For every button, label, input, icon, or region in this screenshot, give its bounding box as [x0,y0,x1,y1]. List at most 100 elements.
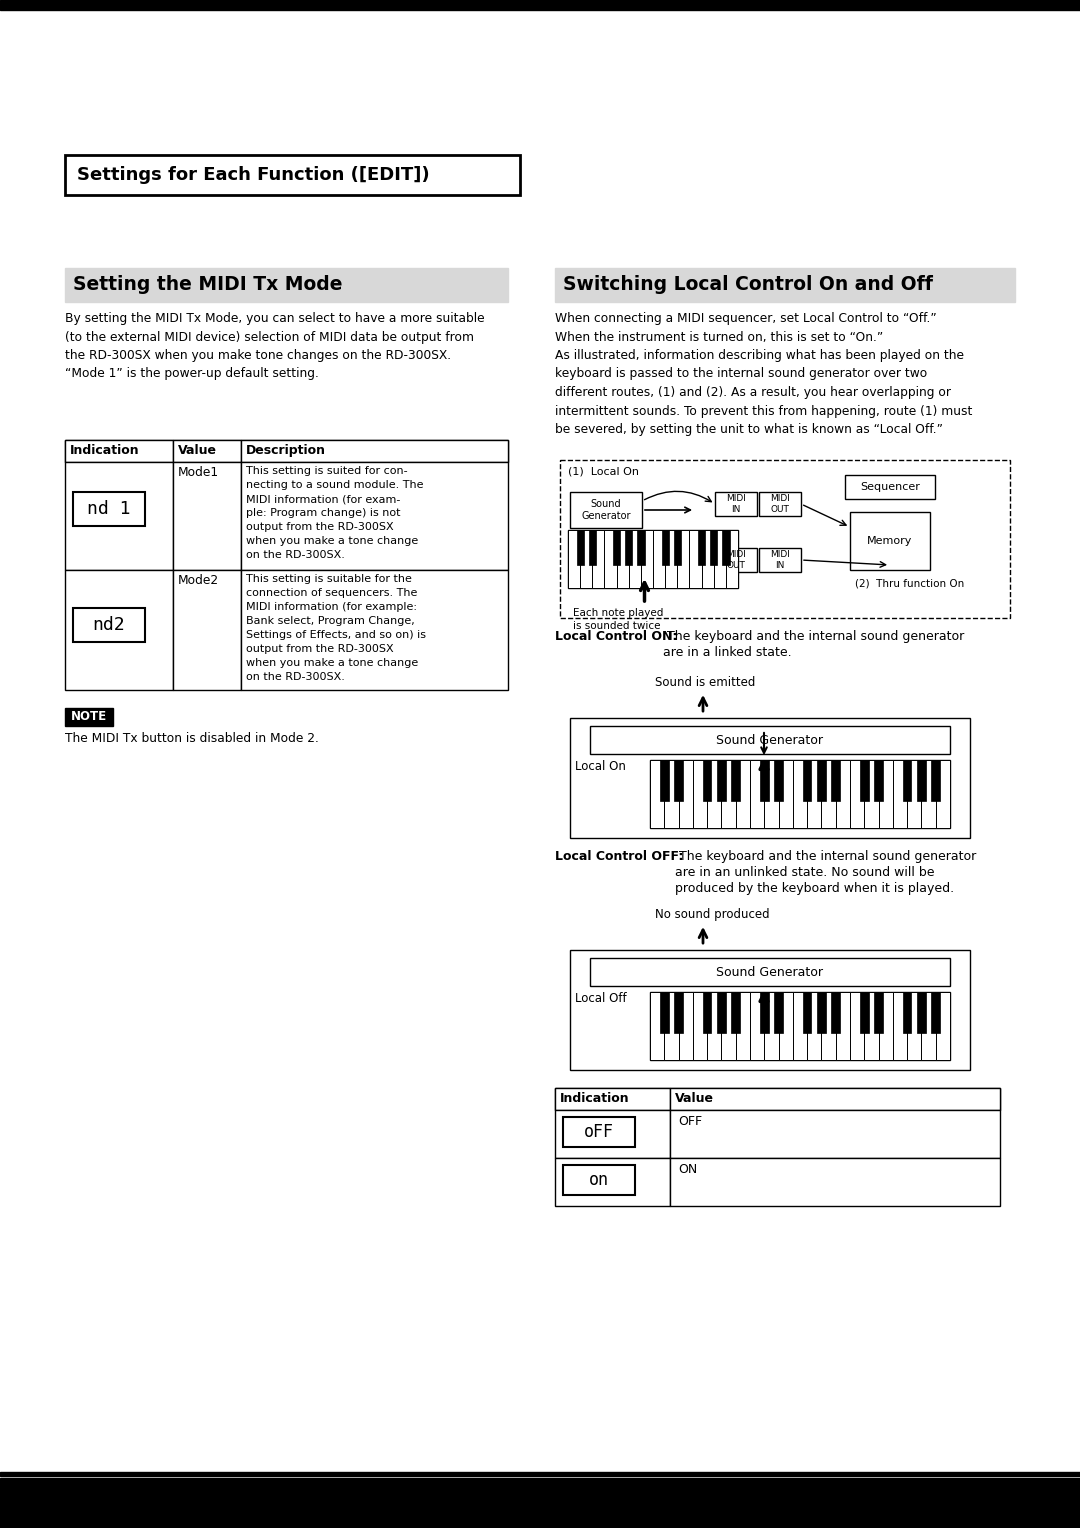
Bar [241,440,508,461]
Bar [707,992,721,1060]
Bar [241,461,508,570]
Bar [570,718,970,837]
Bar [702,530,714,588]
Bar [807,992,822,1060]
Bar [660,992,669,1033]
Bar [802,759,811,801]
Bar [689,530,702,588]
Text: No sound produced: No sound produced [654,908,770,921]
Bar [822,759,836,828]
Text: Sound
Generator: Sound Generator [581,498,631,521]
Bar [570,950,970,1070]
Bar [836,992,850,1060]
Bar [629,530,640,588]
Bar [779,992,793,1060]
Text: Mode1: Mode1 [178,466,219,478]
Bar [555,267,1015,303]
Bar [605,530,617,588]
Bar [589,530,596,565]
Bar [173,461,241,570]
Bar [793,992,807,1060]
Text: Memory: Memory [867,536,913,545]
Bar [568,530,580,588]
Bar [935,992,950,1060]
Text: oFF: oFF [584,1123,615,1141]
Bar [613,530,620,565]
Bar [802,992,811,1033]
Text: Local On: Local On [575,759,626,773]
Bar [864,759,878,828]
Bar [650,992,664,1060]
Bar [674,992,683,1033]
Text: ON: ON [678,1163,698,1177]
Bar [650,759,664,828]
Bar [693,992,707,1060]
Text: Sound Generator: Sound Generator [716,733,824,747]
Text: Sound is emitted: Sound is emitted [654,675,755,689]
Bar [935,759,950,828]
Bar [592,530,605,588]
Bar [670,1109,1000,1158]
Bar [850,992,864,1060]
Text: MIDI
OUT: MIDI OUT [726,550,746,570]
Bar [570,492,642,529]
Text: When connecting a MIDI sequencer, set Local Control to “Off.”
When the instrumen: When connecting a MIDI sequencer, set Lo… [555,312,972,435]
Bar [664,992,678,1060]
Bar [832,992,840,1033]
Bar [893,992,907,1060]
Text: produced by the keyboard when it is played.: produced by the keyboard when it is play… [675,882,954,895]
Bar [670,1158,1000,1206]
Text: Switching Local Control On and Off: Switching Local Control On and Off [563,275,933,295]
Bar [850,512,930,570]
Text: (2)  Thru function On: (2) Thru function On [855,578,964,588]
Bar [617,530,629,588]
Bar [664,759,678,828]
Bar [577,530,584,565]
Bar [670,1088,1000,1109]
Bar [561,460,1010,617]
Text: Local Control ON:: Local Control ON: [555,630,677,643]
Bar [721,992,735,1060]
Bar [0,1471,1080,1476]
Bar [568,530,738,588]
Bar [907,759,921,828]
Text: Value: Value [178,445,217,457]
Text: This setting is suited for con-
necting to a sound module. The
MIDI information : This setting is suited for con- necting … [246,466,423,559]
Bar [765,759,779,828]
Bar [674,530,680,565]
Bar [731,992,740,1033]
Bar [173,440,241,461]
Bar [703,992,712,1033]
Bar [860,759,868,801]
Bar [650,992,950,1060]
Bar [721,759,735,828]
Bar [65,154,519,196]
Bar [693,759,707,828]
Bar [917,992,926,1033]
Bar [714,530,726,588]
Text: Indication: Indication [561,1093,630,1105]
Bar [65,440,508,461]
Bar [661,530,669,565]
Bar [677,530,689,588]
Bar [845,475,935,500]
Text: Mode2: Mode2 [178,575,219,587]
Bar [640,530,653,588]
Bar [555,1088,670,1109]
Bar [907,992,921,1060]
Bar [822,992,836,1060]
Bar [703,759,712,801]
Text: 46: 46 [55,1493,82,1513]
Text: MIDI
IN: MIDI IN [726,494,746,513]
Bar [759,549,801,571]
Bar [807,759,822,828]
Text: NOTE: NOTE [71,711,107,723]
Bar [665,530,677,588]
Bar [750,992,765,1060]
Bar [173,570,241,691]
Text: Indication: Indication [70,445,139,457]
Bar [678,759,693,828]
Bar [774,759,783,801]
Text: Value: Value [675,1093,714,1105]
Bar [875,759,882,801]
